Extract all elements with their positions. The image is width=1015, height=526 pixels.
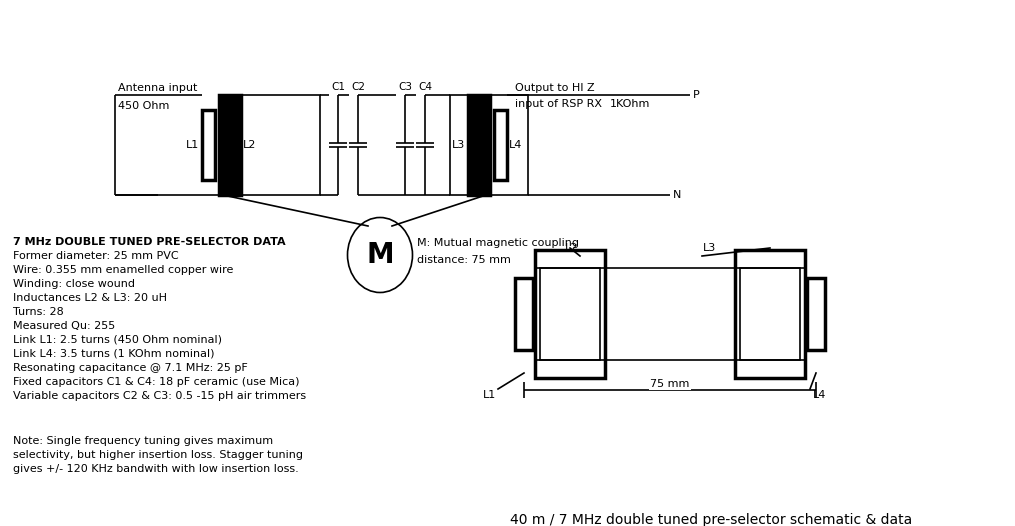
Bar — [735, 250, 805, 378]
Text: C1: C1 — [331, 82, 345, 92]
Text: L3: L3 — [452, 140, 465, 150]
Bar — [241, 95, 320, 195]
Bar — [468, 95, 490, 195]
Text: Output to HI Z: Output to HI Z — [515, 83, 595, 93]
Text: Turns: 28: Turns: 28 — [13, 307, 64, 317]
Text: L4: L4 — [509, 140, 523, 150]
Text: input of RSP RX: input of RSP RX — [515, 99, 602, 109]
Text: L1: L1 — [483, 390, 496, 400]
Text: L1: L1 — [186, 140, 199, 150]
Text: Note: Single frequency tuning gives maximum: Note: Single frequency tuning gives maxi… — [13, 436, 273, 446]
Text: C2: C2 — [351, 82, 365, 92]
Bar — [515, 278, 533, 350]
Text: L2: L2 — [243, 140, 257, 150]
Bar — [807, 278, 825, 350]
Text: Winding: close wound: Winding: close wound — [13, 279, 135, 289]
Text: M: Mutual magnetic coupling: M: Mutual magnetic coupling — [417, 238, 579, 248]
Text: L2: L2 — [565, 243, 579, 253]
Text: Link L4: 3.5 turns (1 KOhm nominal): Link L4: 3.5 turns (1 KOhm nominal) — [13, 349, 214, 359]
Text: Fixed capacitors C1 & C4: 18 pF ceramic (use Mica): Fixed capacitors C1 & C4: 18 pF ceramic … — [13, 377, 299, 387]
Text: C3: C3 — [398, 82, 412, 92]
Text: 1KOhm: 1KOhm — [610, 99, 651, 109]
Text: Inductances L2 & L3: 20 uH: Inductances L2 & L3: 20 uH — [13, 293, 167, 303]
Bar — [450, 95, 528, 195]
Text: 40 m / 7 MHz double tuned pre-selector schematic & data: 40 m / 7 MHz double tuned pre-selector s… — [510, 513, 912, 526]
Text: Link L1: 2.5 turns (450 Ohm nominal): Link L1: 2.5 turns (450 Ohm nominal) — [13, 335, 222, 345]
Text: selectivity, but higher insertion loss. Stagger tuning: selectivity, but higher insertion loss. … — [13, 450, 303, 460]
Text: Antenna input: Antenna input — [118, 83, 197, 93]
Text: Measured Qu: 255: Measured Qu: 255 — [13, 321, 116, 331]
Text: 450 Ohm: 450 Ohm — [118, 101, 170, 111]
Text: gives +/- 120 KHz bandwith with low insertion loss.: gives +/- 120 KHz bandwith with low inse… — [13, 464, 298, 474]
Text: Wire: 0.355 mm enamelled copper wire: Wire: 0.355 mm enamelled copper wire — [13, 265, 233, 275]
Text: L4: L4 — [813, 390, 826, 400]
Bar — [535, 268, 805, 360]
Text: Resonating capacitance @ 7.1 MHz: 25 pF: Resonating capacitance @ 7.1 MHz: 25 pF — [13, 363, 248, 373]
Bar — [540, 268, 600, 360]
Text: C4: C4 — [418, 82, 432, 92]
Text: N: N — [673, 190, 681, 200]
Text: P: P — [693, 90, 699, 100]
Text: distance: 75 mm: distance: 75 mm — [417, 255, 511, 265]
Text: L3: L3 — [703, 243, 717, 253]
Bar — [219, 95, 241, 195]
Bar — [535, 250, 605, 378]
Bar — [202, 110, 215, 180]
Text: 7 MHz DOUBLE TUNED PRE-SELECTOR DATA: 7 MHz DOUBLE TUNED PRE-SELECTOR DATA — [13, 237, 285, 247]
Bar — [494, 110, 508, 180]
Text: Variable capacitors C2 & C3: 0.5 -15 pH air trimmers: Variable capacitors C2 & C3: 0.5 -15 pH … — [13, 391, 307, 401]
Text: 75 mm: 75 mm — [651, 379, 689, 389]
Text: M: M — [366, 241, 394, 269]
Ellipse shape — [347, 217, 412, 292]
Bar — [740, 268, 800, 360]
Text: Former diameter: 25 mm PVC: Former diameter: 25 mm PVC — [13, 251, 179, 261]
